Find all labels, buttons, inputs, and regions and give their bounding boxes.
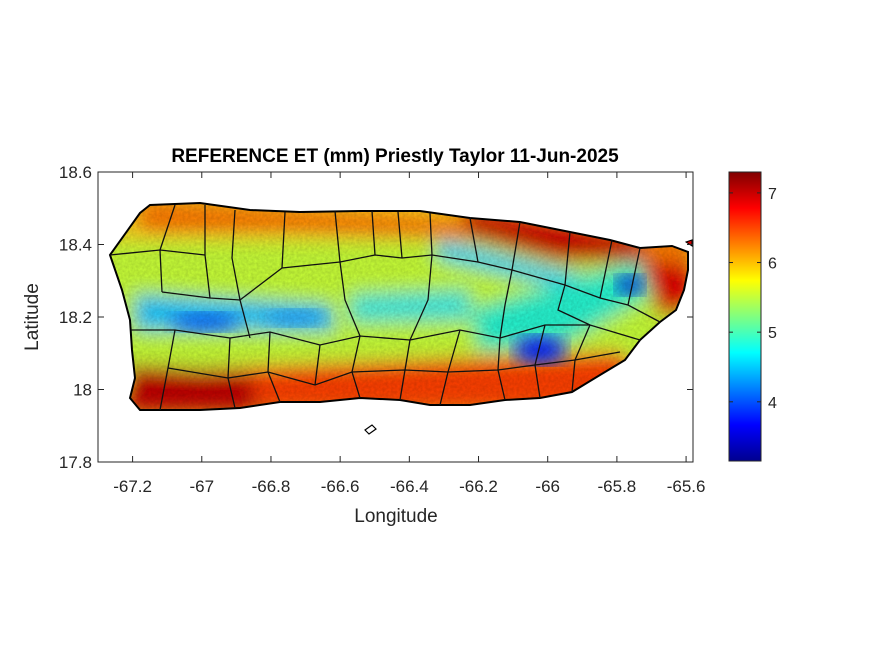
- boundary: [627, 247, 641, 306]
- colorbar-bar: [728, 171, 762, 462]
- boundary: [110, 249, 206, 256]
- x-tick-label: -66: [535, 477, 560, 496]
- boundary: [167, 351, 621, 386]
- colorbar-tick-label: 5: [768, 325, 777, 342]
- boundary: [409, 254, 433, 341]
- colorbar: 4 5 6 7: [728, 171, 777, 462]
- boundary: [557, 284, 591, 326]
- x-axis-label: Longitude: [354, 506, 437, 527]
- y-axis-label: Latitude: [22, 283, 43, 351]
- x-axis-ticks: -67.2 -67 -66.8 -66.6 -66.4 -66.2 -66 -65.8 -65.…: [113, 172, 705, 496]
- x-tick-label: -66.6: [321, 477, 360, 496]
- boundary: [314, 344, 321, 386]
- y-tick-label: 18.4: [59, 236, 92, 255]
- y-tick-label: 17.8: [59, 453, 92, 472]
- x-tick-label: -66.4: [390, 477, 429, 496]
- boundary: [499, 269, 513, 339]
- boundary: [429, 212, 433, 256]
- x-tick-label: -67: [189, 477, 214, 496]
- boundary: [371, 210, 376, 256]
- boundary: [231, 209, 241, 301]
- boundary: [339, 261, 361, 337]
- colorbar-tick-label: 7: [768, 186, 777, 203]
- boundary: [397, 211, 403, 259]
- boundary: [161, 254, 661, 323]
- x-tick-label: -66.2: [459, 477, 498, 496]
- boundary: [204, 205, 211, 299]
- y-tick-label: 18.2: [59, 308, 92, 327]
- y-axis-ticks: 17.8 18 18.2 18.4 18.6: [59, 163, 693, 472]
- colorbar-ticks: 4 5 6 7: [729, 186, 777, 412]
- boundary: [130, 324, 641, 346]
- boundary: [239, 299, 251, 339]
- y-tick-label: 18.6: [59, 163, 92, 182]
- x-tick-label: -65.8: [598, 477, 637, 496]
- colorbar-tick-label: 6: [768, 256, 777, 273]
- boundary: [564, 231, 571, 286]
- field-texture: [110, 203, 688, 410]
- x-tick-label: -65.6: [667, 477, 706, 496]
- municipality-boundaries: [110, 204, 661, 410]
- islet-caja-de-muertos: [364, 424, 377, 435]
- boundary: [281, 211, 286, 269]
- colorbar-tick-label: 4: [768, 395, 777, 412]
- boundary: [334, 210, 341, 263]
- x-tick-label: -67.2: [113, 477, 152, 496]
- boundary: [599, 239, 613, 299]
- y-tick-label: 18: [73, 381, 92, 400]
- boundary: [511, 221, 521, 271]
- boundary: [469, 217, 479, 263]
- x-tick-label: -66.8: [252, 477, 291, 496]
- chart-title: REFERENCE ET (mm) Priestly Taylor 11-Jun…: [171, 146, 619, 167]
